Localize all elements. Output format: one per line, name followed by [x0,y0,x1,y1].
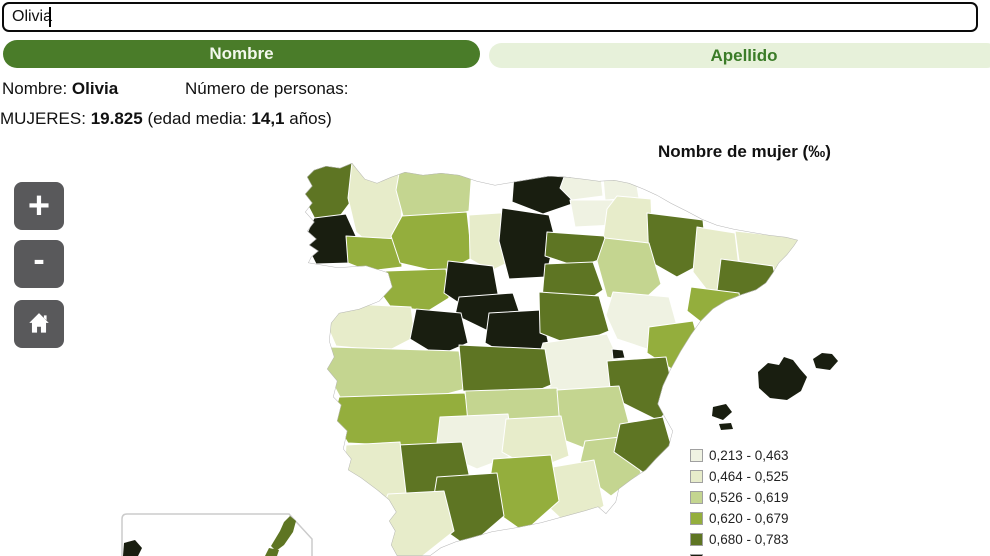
province-salamanca[interactable] [324,302,416,352]
plus-icon: + [27,185,51,227]
province-ourense[interactable] [345,235,403,272]
legend-label: 0,213 - 0,463 [709,448,789,463]
tab-apellido[interactable]: Apellido [489,43,990,68]
legend-swatch [690,470,703,483]
legend-label: 0,526 - 0,619 [709,490,789,505]
legend-row: 0,680 - 0,783 [690,532,789,547]
legend-label: 0,680 - 0,783 [709,532,789,547]
text-caret [49,7,51,27]
legend-row: 0,526 - 0,619 [690,490,789,505]
zoom-in-button[interactable]: + [14,182,64,230]
tab-nombre[interactable]: Nombre [3,40,480,68]
island-mallorca[interactable] [758,357,807,400]
legend-swatch [690,554,703,556]
province-tarragona[interactable] [686,286,744,330]
legend-row-partial [690,554,789,556]
island-la-palma[interactable] [123,540,142,556]
province-zamora[interactable] [376,268,450,312]
coastline [305,163,798,556]
island-lanzarote[interactable] [271,516,296,551]
name-summary: Nombre: Olivia [2,79,118,99]
canary-inset-box [121,513,313,556]
legend-swatch [690,491,703,504]
province-caceres[interactable] [324,346,466,400]
island-formentera[interactable] [719,423,733,430]
name-value: Olivia [71,79,119,98]
legend-row: 0,213 - 0,463 [690,448,789,463]
legend-row: 0,464 - 0,525 [690,469,789,484]
legend-label: 0,464 - 0,525 [709,469,789,484]
women-label: MUJERES: [0,109,86,128]
province-cadiz[interactable] [377,490,455,556]
legend-swatch [690,449,703,462]
name-label: Nombre: [2,79,68,98]
province-la-rioja[interactable] [544,231,612,268]
women-summary: MUJERES: 19.825 (edad media: 14,1 años) [0,109,332,129]
women-count: 19.825 [90,109,143,128]
age-suffix: años) [289,109,332,128]
province-valencia-exclave[interactable] [611,348,626,360]
map-legend: 0,213 - 0,463 0,464 - 0,525 0,526 - 0,619 0… [690,448,789,556]
age-prefix: (edad media: [147,109,247,128]
legend-row: 0,620 - 0,679 [690,511,789,526]
island-fuerteventura[interactable] [265,548,279,556]
legend-swatch [690,533,703,546]
legend-label: 0,620 - 0,679 [709,511,789,526]
home-reset-button[interactable] [14,300,64,348]
legend-swatch [690,512,703,525]
map-title: Nombre de mujer (‰) [658,142,831,161]
province-avila[interactable] [409,308,469,357]
age-value: 14,1 [251,109,285,128]
search-input[interactable] [2,2,978,32]
island-ibiza[interactable] [712,404,732,420]
home-icon [29,313,49,333]
persons-label: Número de personas: [185,79,349,98]
island-menorca[interactable] [813,353,838,370]
minus-icon: - [33,241,45,279]
zoom-out-button[interactable]: - [14,240,64,288]
